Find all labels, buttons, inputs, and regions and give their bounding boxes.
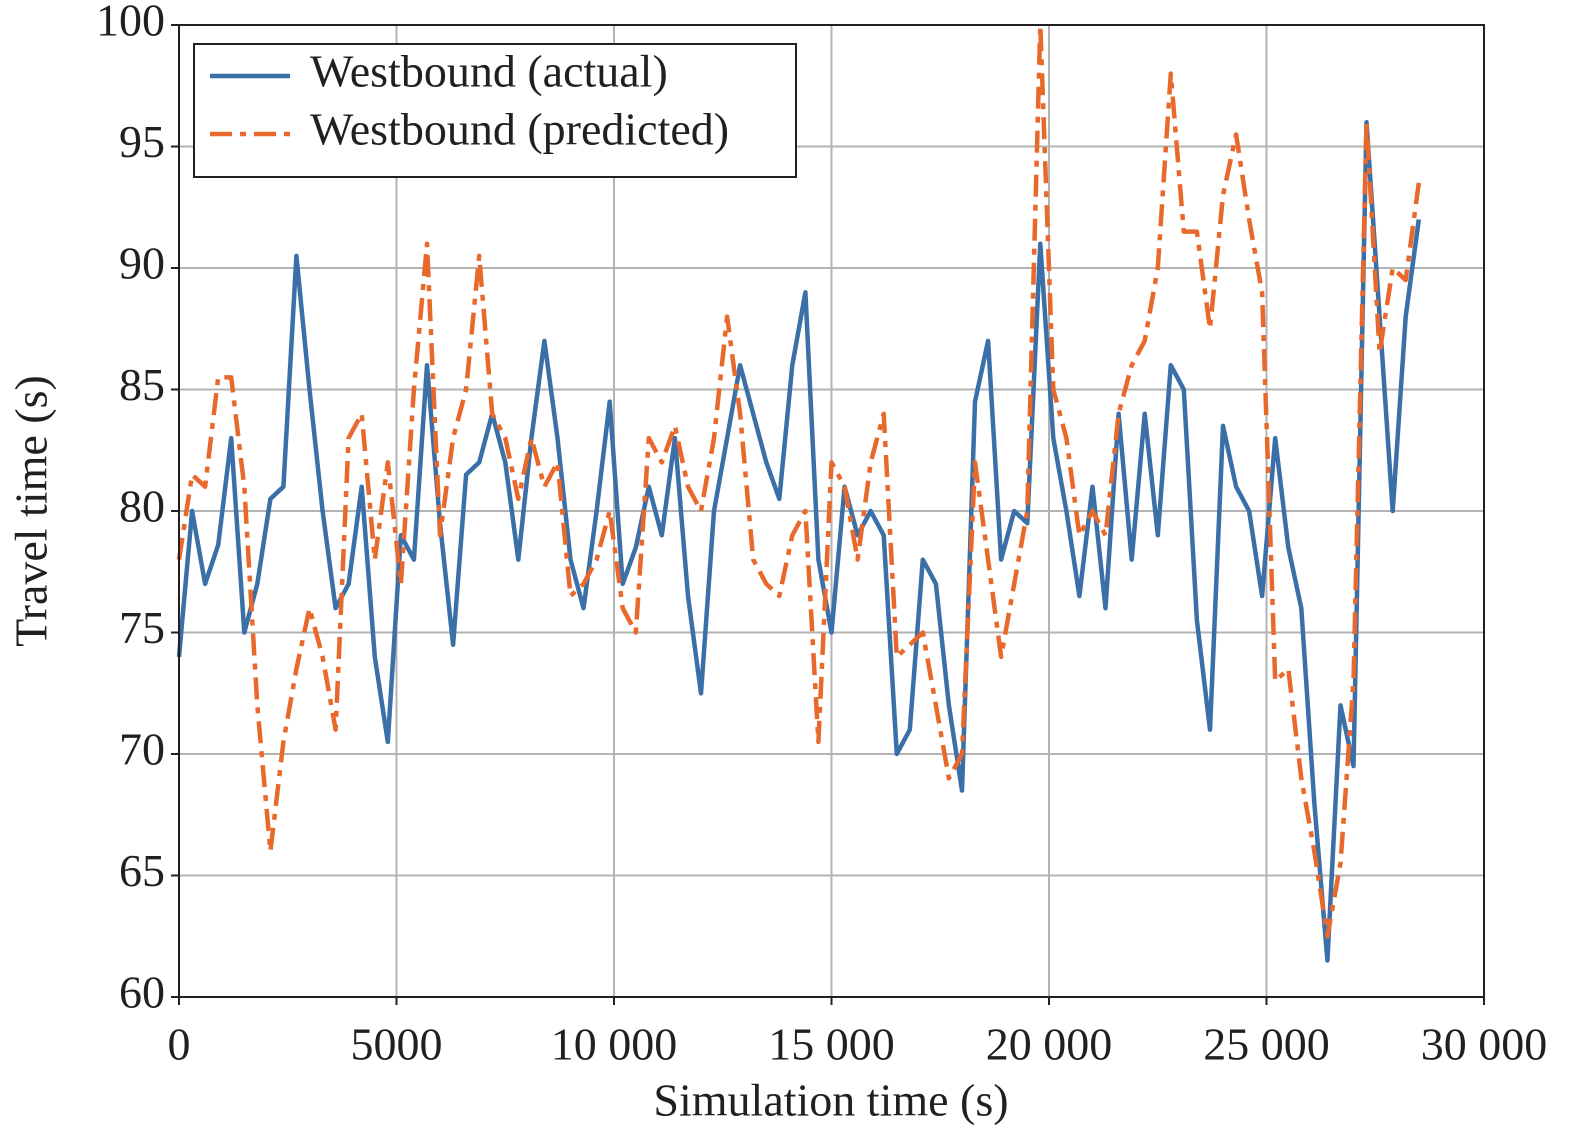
y-tick-label: 85 — [119, 359, 165, 410]
x-tick-label: 0 — [168, 1019, 191, 1070]
y-tick-label: 95 — [119, 116, 165, 167]
y-tick-label: 60 — [119, 967, 165, 1018]
y-tick-label: 65 — [119, 845, 165, 896]
y-tick-label: 80 — [119, 481, 165, 532]
series-line — [176, 22, 1422, 939]
x-tick-label: 30 000 — [1421, 1019, 1548, 1070]
x-tick-label: 10 000 — [551, 1019, 678, 1070]
x-tick-label: 25 000 — [1203, 1019, 1330, 1070]
series-line — [176, 119, 1422, 963]
x-tick-label: 15 000 — [768, 1019, 895, 1070]
y-axis-label: Travel time (s) — [6, 375, 57, 647]
x-tick-label: 20 000 — [986, 1019, 1113, 1070]
y-tick-label: 70 — [119, 724, 165, 775]
x-tick-label: 5000 — [351, 1019, 443, 1070]
legend-label: Westbound (predicted) — [310, 104, 729, 155]
y-tick-label: 90 — [119, 238, 165, 289]
grid — [178, 24, 1485, 998]
lines — [176, 22, 1422, 963]
y-tick-label: 75 — [119, 602, 165, 653]
x-axis-label: Simulation time (s) — [653, 1075, 1008, 1126]
legend-box — [193, 43, 797, 178]
y-tick-label: 100 — [96, 0, 165, 46]
legend: Westbound (actual) Westbound (predicted) — [193, 43, 797, 178]
legend-label: Westbound (actual) — [310, 46, 668, 97]
